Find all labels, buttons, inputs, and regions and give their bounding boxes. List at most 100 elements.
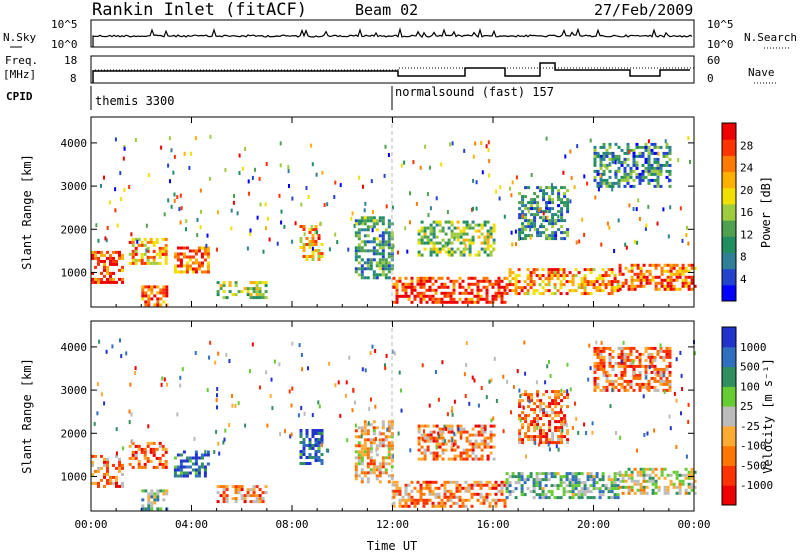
velocity-cell: [548, 429, 552, 433]
power-cell: [378, 240, 382, 244]
velocity-cell: [392, 504, 396, 508]
velocity-cell: [693, 485, 697, 489]
power-cell: [618, 287, 622, 291]
velocity-cell: [483, 445, 487, 449]
power-cell: [533, 192, 537, 196]
power-cell: [536, 234, 540, 238]
power-cell: [422, 282, 426, 286]
velocity-colorbar-tick: -500: [740, 459, 767, 472]
power-cell: [459, 241, 463, 245]
velocity-cell: [527, 393, 531, 397]
power-cell: [375, 222, 379, 226]
velocity-cell: [216, 405, 218, 410]
velocity-cell: [441, 360, 444, 365]
power-cell: [363, 234, 367, 238]
power-cell: [305, 186, 308, 190]
velocity-cell: [568, 484, 572, 488]
power-cell: [535, 274, 539, 278]
power-cell: [264, 296, 268, 300]
velocity-cell: [471, 448, 475, 452]
power-cell: [486, 220, 490, 224]
velocity-cell: [404, 486, 408, 490]
power-cell: [529, 235, 532, 240]
power-cell: [533, 222, 537, 226]
power-cell: [366, 234, 370, 238]
power-cell: [463, 148, 466, 153]
power-cell: [600, 242, 603, 247]
velocity-cell: [629, 361, 633, 365]
power-cell: [168, 136, 171, 141]
power-cell: [547, 280, 551, 284]
power-cell: [452, 288, 456, 292]
power-cell: [420, 253, 424, 257]
power-cell: [378, 258, 382, 262]
velocity-cell: [564, 420, 567, 425]
power-cell: [465, 226, 469, 230]
power-cell: [456, 238, 460, 242]
velocity-cell: [455, 486, 459, 490]
velocity-cell: [601, 493, 605, 497]
velocity-cell: [538, 442, 541, 447]
velocity-cell: [378, 480, 382, 484]
velocity-cell: [240, 497, 244, 501]
power-cell: [638, 145, 642, 149]
power-cell: [518, 207, 522, 211]
power-cell: [465, 223, 469, 227]
velocity-cell: [666, 485, 670, 489]
velocity-cell: [357, 441, 361, 445]
velocity-cell: [437, 486, 441, 490]
velocity-cell: [387, 480, 391, 484]
velocity-cell: [613, 478, 617, 482]
velocity-cell: [363, 438, 367, 442]
velocity-cell: [609, 404, 612, 409]
power-cell: [258, 176, 261, 181]
velocity-cell: [548, 426, 552, 430]
velocity-cell: [621, 476, 625, 480]
power-cell: [550, 277, 554, 281]
velocity-cell: [435, 451, 439, 455]
power-cell: [647, 148, 651, 152]
velocity-cell: [650, 355, 654, 359]
velocity-cell: [547, 442, 550, 447]
velocity-cell: [398, 370, 401, 375]
power-cell: [669, 266, 673, 270]
power-cell: [249, 296, 253, 300]
velocity-cell: [535, 472, 539, 476]
velocity-cell: [94, 454, 97, 458]
velocity-cell: [644, 367, 648, 371]
power-cell: [542, 225, 546, 229]
velocity-cell: [118, 469, 121, 473]
velocity-cell: [675, 470, 679, 474]
power-cell: [660, 278, 664, 282]
velocity-cell: [420, 445, 424, 449]
power-cell: [521, 198, 525, 202]
velocity-cell: [566, 405, 570, 409]
velocity-cell: [488, 504, 492, 508]
velocity-cell: [482, 483, 486, 487]
velocity-cell: [632, 373, 636, 377]
velocity-cell: [384, 444, 388, 448]
power-cell: [450, 247, 454, 251]
power-cell: [103, 274, 106, 278]
power-cell: [562, 268, 566, 272]
power-cell: [616, 289, 620, 293]
velocity-cell: [459, 433, 463, 437]
velocity-cell: [225, 500, 229, 504]
power-cell: [311, 255, 315, 258]
power-cell: [684, 284, 688, 288]
velocity-cell: [432, 430, 436, 434]
velocity-cell: [685, 454, 688, 459]
velocity-cell: [566, 429, 570, 433]
power-cell: [115, 280, 118, 284]
velocity-cell: [653, 385, 657, 389]
power-cell: [476, 300, 480, 304]
velocity-cell: [429, 439, 433, 443]
velocity-cell: [197, 465, 201, 469]
velocity-cell: [589, 472, 593, 476]
velocity-cell: [668, 361, 672, 365]
power-cell: [657, 287, 661, 291]
power-cell: [608, 169, 612, 173]
power-cell: [435, 196, 438, 201]
power-cell: [663, 269, 667, 273]
power-cell: [109, 262, 112, 266]
